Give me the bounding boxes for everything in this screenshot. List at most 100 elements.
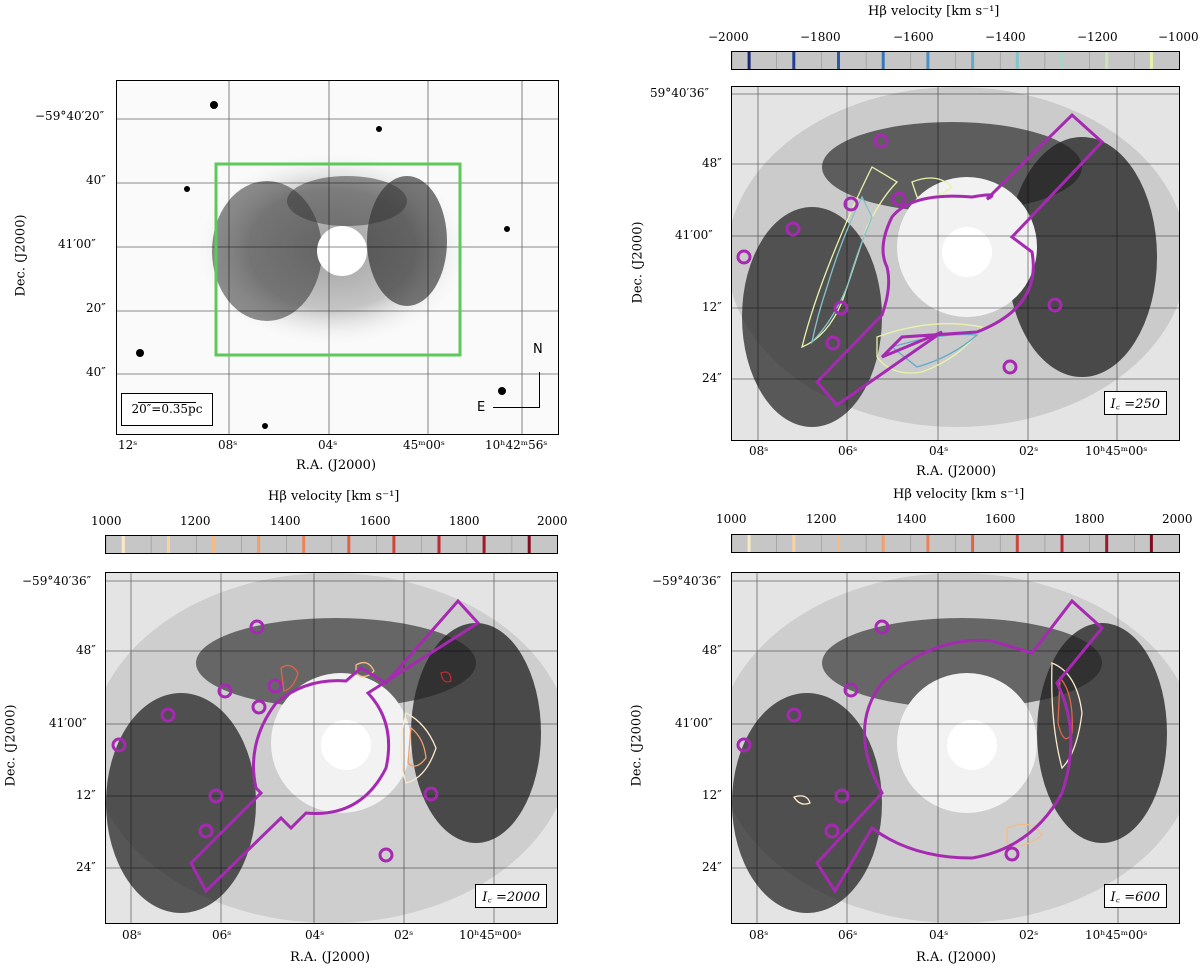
colorbar-stripe — [881, 535, 885, 552]
colorbar-stripe — [971, 535, 975, 552]
compass — [493, 360, 541, 410]
x-axis-label: R.A. (J2000) — [290, 950, 371, 965]
ra-tick: 04ˢ — [318, 438, 338, 452]
colorbar-tick: −1800 — [800, 30, 841, 44]
colorbar-tick: −1600 — [893, 30, 934, 44]
x-axis-label: R.A. (J2000) — [916, 950, 997, 965]
colorbar-stripe — [837, 52, 840, 69]
y-axis-label: Dec. (J2000) — [3, 704, 19, 787]
colorbar-tick: 1200 — [806, 512, 837, 526]
y-axis-label: Dec. (J2000) — [13, 214, 29, 297]
intensity-label: I꜀ =2000 — [475, 884, 547, 908]
colorbar-tick: 1800 — [449, 514, 480, 528]
mask-outline — [814, 112, 1105, 407]
colorbar-stripe — [1105, 535, 1109, 552]
colorbar-tick: −1200 — [1077, 30, 1118, 44]
colorbar-stripe — [166, 536, 170, 553]
mask-outline — [189, 598, 481, 894]
colorbar-title: Hβ velocity [km s⁻¹] — [893, 487, 1025, 502]
image-bottom-right: I꜀ =600 — [731, 572, 1180, 924]
y-axis-label: Dec. (J2000) — [629, 704, 645, 787]
ra-tick: 04ˢ — [929, 444, 949, 458]
colorbar-tick: 2000 — [1162, 512, 1193, 526]
image-bottom-left: I꜀ =2000 — [105, 572, 558, 924]
ra-tick: 45ᵐ00ˢ — [403, 438, 445, 452]
nebula-image-tr — [732, 87, 1179, 440]
ra-tick: 04ˢ — [929, 928, 949, 942]
colorbar-stripe — [837, 535, 840, 552]
colorbar-stripe — [482, 536, 486, 553]
dec-tick: 41′00″ — [675, 716, 713, 730]
scale-bar-text: 20″=0.35pc — [131, 402, 203, 416]
colorbar-stripe — [1015, 535, 1019, 552]
colorbar-stripe — [1149, 52, 1153, 69]
field-of-view-box — [214, 162, 462, 357]
ra-tick: 06ˢ — [838, 928, 858, 942]
colorbar-stripe — [881, 52, 885, 69]
colorbar-tick: −2000 — [708, 30, 749, 44]
image-top-right: I꜀ =250 — [731, 86, 1180, 441]
dec-tick: 40″ — [86, 173, 106, 187]
dec-tick: 12″ — [702, 300, 722, 314]
dec-tick: −59°40′36″ — [652, 574, 722, 588]
colorbar-stripe — [792, 52, 796, 69]
ra-tick: 06ˢ — [212, 928, 232, 942]
ra-tick: 08ˢ — [749, 444, 769, 458]
dec-tick: 12″ — [76, 788, 96, 802]
ra-tick: 04ˢ — [305, 928, 325, 942]
dec-tick: 24″ — [702, 371, 722, 385]
ra-tick: 10ʰ45ᵐ00ˢ — [1085, 444, 1148, 458]
velocity-contours-red — [280, 661, 452, 784]
ra-tick: 12ˢ — [118, 438, 138, 452]
colorbar-stripe — [121, 536, 125, 553]
nebula-image-tl — [117, 81, 558, 434]
colorbar-stripe — [1060, 535, 1064, 552]
colorbar-stripe — [747, 52, 751, 69]
colorbar-stripe — [1149, 535, 1153, 552]
colorbar-stripe — [302, 536, 306, 553]
colorbar-title: Hβ velocity [km s⁻¹] — [868, 4, 1000, 19]
colorbar-title: Hβ velocity [km s⁻¹] — [268, 489, 400, 504]
scale-bar: 20″=0.35pc — [121, 393, 213, 426]
dec-tick: 48″ — [702, 643, 722, 657]
x-axis-label: R.A. (J2000) — [916, 464, 997, 479]
ra-tick: 08ˢ — [218, 438, 238, 452]
ra-tick: 06ˢ — [838, 444, 858, 458]
ra-tick: 08ˢ — [749, 928, 769, 942]
colorbar-stripe — [926, 535, 930, 552]
ra-tick: 02ˢ — [1019, 444, 1039, 458]
ra-tick: 02ˢ — [1019, 928, 1039, 942]
colorbar-tick: 1000 — [716, 512, 747, 526]
colorbar-stripe — [747, 535, 751, 552]
colorbar-tick: 1400 — [896, 512, 927, 526]
dec-tick: 41′00″ — [49, 716, 87, 730]
image-top-left — [116, 80, 559, 435]
colorbar-tick: 1400 — [270, 514, 301, 528]
dec-tick: 48″ — [76, 643, 96, 657]
y-axis-label: Dec. (J2000) — [630, 221, 646, 304]
intensity-label: I꜀ =250 — [1103, 391, 1167, 415]
dec-tick: 24″ — [702, 860, 722, 874]
colorbar-stripe — [926, 52, 930, 69]
colorbar-tick: 1600 — [985, 512, 1016, 526]
ra-tick: 08ˢ — [122, 928, 142, 942]
ra-tick: 10ʰ42ᵐ56ˢ — [485, 438, 548, 452]
compass-e-label: E — [477, 400, 486, 415]
colorbar-tick: −1400 — [985, 30, 1026, 44]
colorbar-stripe — [257, 536, 261, 553]
colorbar-stripe — [437, 536, 441, 553]
scale-bar-line — [138, 402, 196, 403]
x-axis-label: R.A. (J2000) — [296, 458, 377, 473]
dec-tick: 41′00″ — [58, 237, 96, 251]
colorbar-stripe — [212, 536, 215, 553]
ra-tick: 02ˢ — [394, 928, 414, 942]
colorbar-tick: 1600 — [360, 514, 391, 528]
compass-east-arm — [493, 407, 540, 408]
ra-tick: 10ʰ45ᵐ00ˢ — [1085, 928, 1148, 942]
colorbar-stripe — [971, 52, 975, 69]
colorbar-stripe — [527, 536, 531, 553]
compass-n-label: N — [533, 342, 543, 357]
colorbar-stripe — [392, 536, 396, 553]
dec-tick: 41′00″ — [675, 228, 713, 242]
dec-tick: −59°40′20″ — [35, 109, 105, 123]
